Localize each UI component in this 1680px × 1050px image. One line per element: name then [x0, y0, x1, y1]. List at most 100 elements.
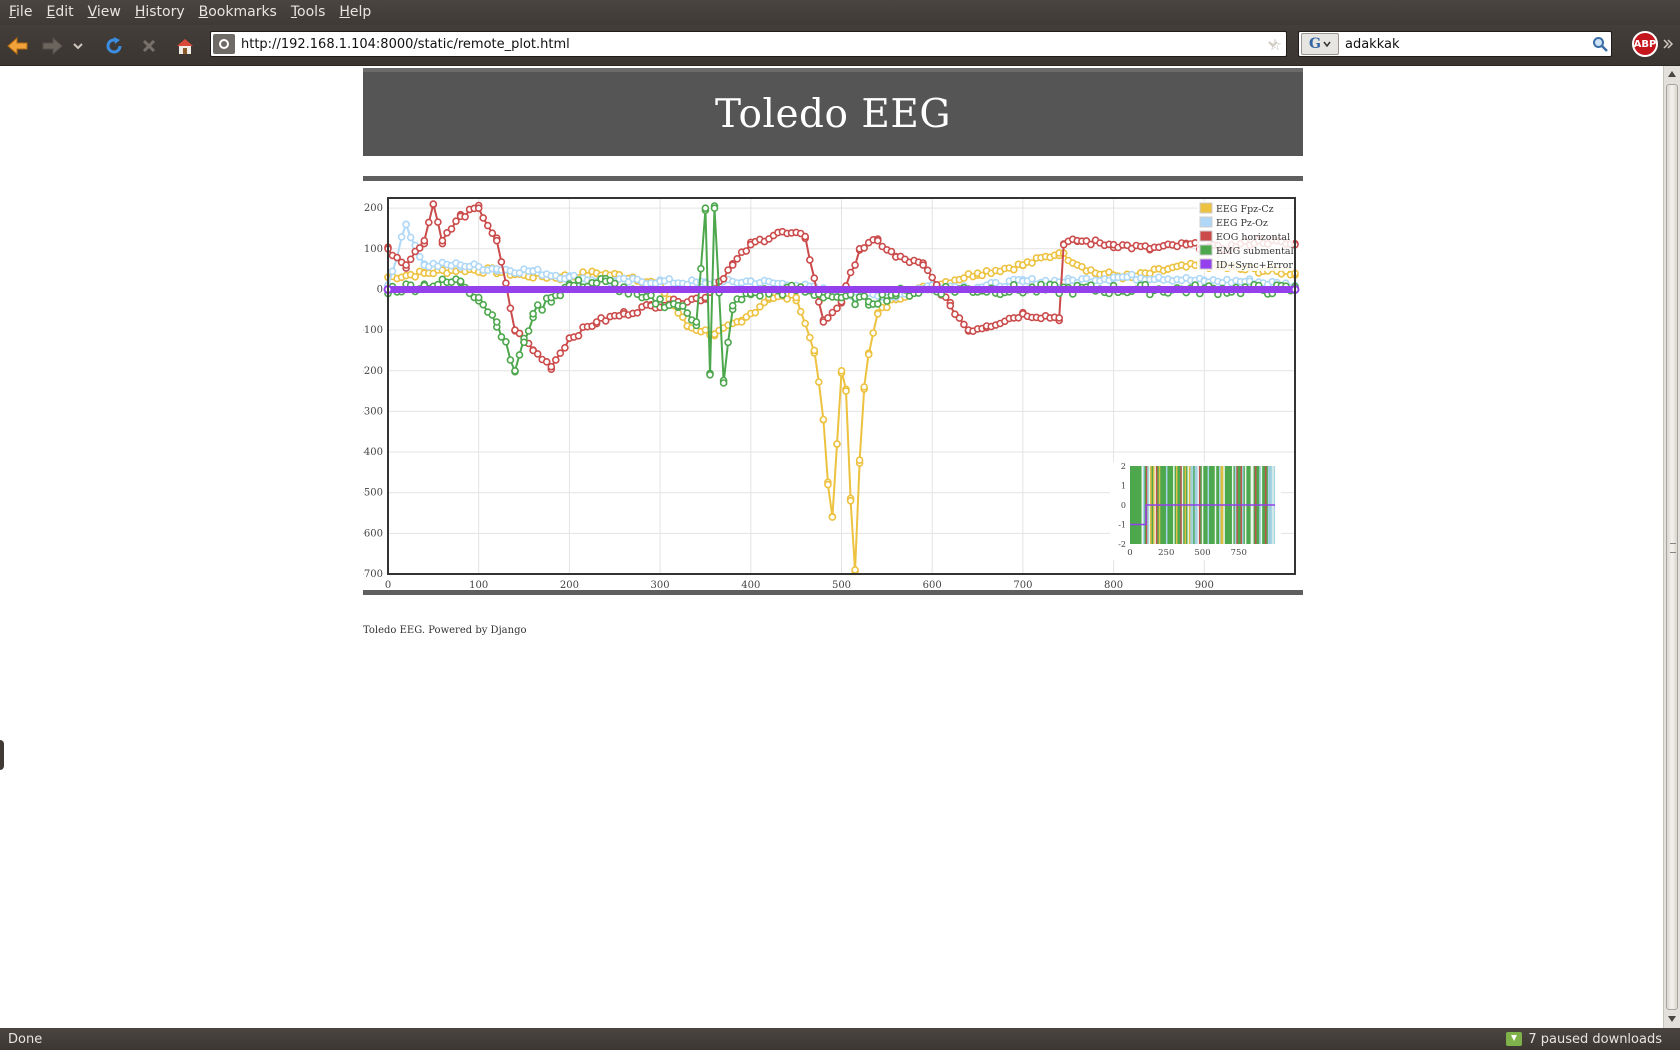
stop-button[interactable] — [136, 33, 162, 59]
data-point — [561, 344, 569, 352]
chevron-down-icon — [73, 43, 83, 50]
data-point — [860, 292, 869, 300]
data-point — [511, 367, 519, 375]
menu-bookmarks[interactable]: Bookmarks — [198, 4, 277, 20]
menu-view[interactable]: View — [87, 4, 121, 20]
back-arrow-icon — [7, 37, 28, 55]
y-tick-label: -100 — [363, 325, 383, 336]
data-point — [533, 265, 542, 274]
data-point — [819, 318, 828, 326]
data-point — [1055, 314, 1064, 322]
data-point — [960, 320, 968, 329]
chevron-down-icon — [1323, 41, 1331, 47]
data-point — [851, 300, 859, 309]
series-id-sync-error[interactable] — [383, 284, 1300, 294]
data-point — [833, 304, 841, 313]
data-point — [719, 275, 728, 283]
data-point — [678, 302, 687, 310]
back-button[interactable] — [5, 33, 31, 59]
legend-swatch — [1199, 258, 1213, 270]
x-tick-label: 700 — [1013, 580, 1032, 591]
menu-file[interactable]: File — [9, 4, 33, 20]
reload-icon — [106, 37, 122, 54]
home-icon — [177, 39, 193, 54]
data-point — [724, 266, 732, 274]
data-point — [402, 220, 410, 229]
data-point — [824, 480, 832, 489]
data-point — [411, 273, 420, 281]
legend-swatch — [1199, 202, 1213, 214]
data-point — [846, 268, 855, 277]
x-tick-label: 500 — [832, 580, 851, 591]
reload-button[interactable] — [101, 33, 127, 59]
overview-stripe — [1141, 466, 1144, 544]
search-bar[interactable]: G adakkak — [1298, 31, 1612, 57]
scroll-down-button[interactable] — [1664, 1011, 1680, 1027]
url-history-dropdown[interactable] — [1260, 31, 1286, 57]
status-text: Done — [8, 1031, 43, 1047]
data-point — [415, 253, 424, 261]
status-bar: Done 7 paused downloads — [0, 1028, 1680, 1050]
menu-help[interactable]: Help — [339, 4, 372, 20]
downloads-text: 7 paused downloads — [1528, 1031, 1662, 1047]
menu-tools[interactable]: Tools — [290, 4, 326, 20]
data-point — [533, 350, 542, 358]
data-point — [479, 214, 487, 222]
url-bar[interactable]: http://192.168.1.104:8000/static/remote_… — [210, 31, 1287, 57]
y-tick-label: -400 — [363, 447, 383, 458]
data-point — [846, 496, 855, 505]
x-tick-label: 300 — [651, 580, 670, 591]
data-point — [406, 233, 415, 242]
data-point — [493, 236, 501, 245]
data-point — [529, 310, 537, 318]
data-point — [665, 275, 674, 283]
menu-history[interactable]: History — [134, 4, 185, 20]
data-point — [737, 318, 746, 326]
vertical-scrollbar[interactable] — [1663, 66, 1680, 1028]
data-point — [556, 349, 565, 357]
data-point — [824, 314, 832, 322]
data-point — [728, 261, 737, 269]
data-point — [488, 229, 497, 238]
search-go-button[interactable] — [1589, 36, 1611, 52]
menu-edit[interactable]: Edit — [46, 4, 74, 20]
data-point — [851, 261, 859, 269]
data-point — [783, 295, 791, 303]
site-identity-icon[interactable] — [213, 34, 235, 54]
data-point — [556, 291, 565, 300]
forward-button[interactable] — [39, 33, 65, 59]
downloads-indicator[interactable]: 7 paused downloads — [1506, 1032, 1662, 1047]
home-button[interactable] — [172, 33, 198, 59]
search-input[interactable]: adakkak — [1345, 36, 1400, 52]
overview-x-tick-label: 500 — [1194, 548, 1210, 558]
legend-label: EOG horizontal — [1216, 232, 1290, 243]
scrollbar-thumb[interactable] — [1666, 84, 1678, 1010]
download-icon — [1506, 1032, 1523, 1046]
plot-svg[interactable]: 01002003004005006007008009002001000-100-… — [361, 186, 1303, 656]
data-point — [552, 356, 560, 364]
data-point — [678, 313, 687, 321]
legend-swatch — [1199, 244, 1213, 256]
chevron-double-right-icon — [1663, 39, 1673, 49]
data-point — [728, 301, 737, 310]
footer-text: Toledo EEG. Powered by Django — [363, 625, 527, 636]
data-point — [805, 256, 814, 264]
data-point — [869, 329, 878, 337]
data-point — [1087, 240, 1095, 249]
toolbar-overflow-button[interactable] — [1660, 36, 1676, 52]
page-header: Toledo EEG — [363, 68, 1303, 156]
scroll-up-button[interactable] — [1664, 66, 1680, 82]
eeg-plot[interactable]: 01002003004005006007008009002001000-100-… — [361, 186, 1303, 656]
data-point — [733, 255, 742, 263]
url-input[interactable]: http://192.168.1.104:8000/static/remote_… — [241, 36, 570, 52]
data-point — [828, 308, 837, 317]
search-engine-button[interactable]: G — [1301, 33, 1339, 55]
x-tick-label: 900 — [1195, 580, 1214, 591]
adblock-plus-button[interactable]: ABP — [1632, 31, 1658, 57]
x-tick-label: 400 — [741, 580, 760, 591]
history-dropdown-button[interactable] — [70, 33, 86, 59]
data-point — [756, 292, 764, 300]
sidebar-grip[interactable] — [0, 740, 4, 770]
data-point — [520, 338, 528, 347]
data-point — [697, 264, 705, 273]
